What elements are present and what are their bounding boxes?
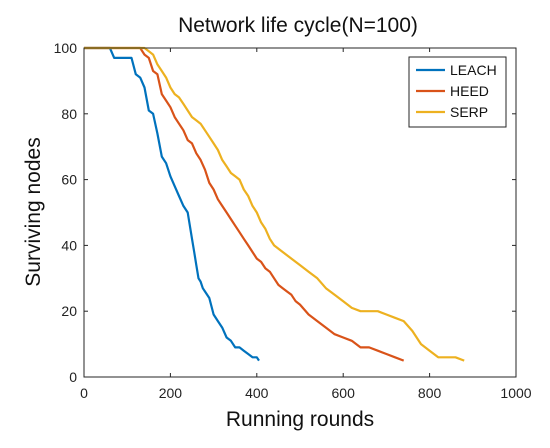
- y-tick-label: 100: [54, 40, 78, 56]
- y-tick-label: 60: [61, 172, 77, 188]
- x-tick-label: 1000: [500, 385, 531, 401]
- x-tick-label: 200: [159, 385, 183, 401]
- x-tick-label: 800: [418, 385, 442, 401]
- series-line-leach: [84, 46, 260, 362]
- x-tick-label: 0: [80, 385, 88, 401]
- series-line-heed: [84, 46, 405, 362]
- y-tick-label: 40: [61, 237, 77, 253]
- x-tick-label: 600: [332, 385, 356, 401]
- chart-title: Network life cycle(N=100): [178, 14, 418, 37]
- y-tick-label: 80: [61, 106, 77, 122]
- legend-label-heed: HEED: [450, 83, 489, 99]
- x-tick-label: 400: [245, 385, 269, 401]
- y-axis-label: Surviving nodes: [22, 137, 45, 286]
- y-tick-label: 0: [69, 369, 77, 385]
- legend-label-leach: LEACH: [450, 62, 497, 78]
- legend: LEACH HEED SERP: [408, 56, 507, 128]
- series-line-serp: [84, 46, 465, 362]
- x-axis-label: Running rounds: [226, 408, 374, 431]
- plot-area: 0 200 400 600 800 1000 0 20 40 60 80 100: [54, 40, 532, 401]
- series-layer: [84, 46, 465, 362]
- axes-frame: [83, 47, 517, 378]
- y-tick-label: 20: [61, 303, 77, 319]
- x-axis: 0 200 400 600 800 1000: [80, 48, 532, 401]
- y-axis: 0 20 40 60 80 100: [54, 40, 516, 385]
- legend-label-serp: SERP: [450, 104, 488, 120]
